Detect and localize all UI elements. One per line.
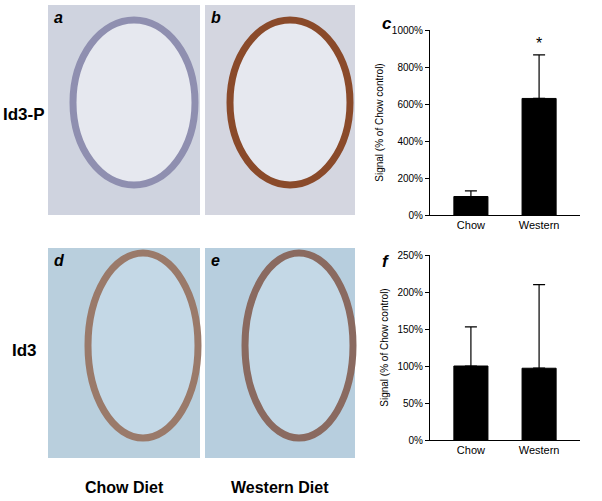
svg-text:0%: 0% [409, 210, 424, 221]
svg-text:Id3: Id3 [12, 341, 37, 360]
svg-text:1000%: 1000% [392, 25, 423, 36]
svg-text:150%: 150% [397, 324, 423, 335]
svg-text:50%: 50% [403, 398, 423, 409]
svg-text:600%: 600% [397, 99, 423, 110]
svg-text:200%: 200% [397, 173, 423, 184]
svg-text:f: f [382, 252, 390, 271]
svg-text:0%: 0% [409, 435, 424, 446]
svg-text:200%: 200% [397, 287, 423, 298]
svg-text:400%: 400% [397, 136, 423, 147]
svg-text:Western: Western [519, 219, 560, 231]
svg-text:Id3-P: Id3-P [3, 105, 45, 124]
svg-text:Chow Diet: Chow Diet [85, 479, 164, 496]
svg-text:c: c [382, 14, 392, 33]
svg-text:Western Diet: Western Diet [231, 479, 329, 496]
svg-text:b: b [211, 9, 221, 26]
svg-text:d: d [54, 252, 65, 269]
svg-text:*: * [536, 35, 542, 52]
svg-text:Western: Western [519, 444, 560, 456]
svg-text:e: e [211, 252, 220, 269]
svg-text:Chow: Chow [457, 219, 485, 231]
svg-text:800%: 800% [397, 62, 423, 73]
svg-text:Signal (% of Chow control): Signal (% of Chow control) [374, 63, 385, 181]
svg-text:a: a [54, 9, 63, 26]
svg-text:100%: 100% [397, 361, 423, 372]
svg-text:Chow: Chow [457, 444, 485, 456]
svg-text:Signal (% of Chow control): Signal (% of Chow control) [379, 288, 390, 406]
svg-text:250%: 250% [397, 250, 423, 261]
